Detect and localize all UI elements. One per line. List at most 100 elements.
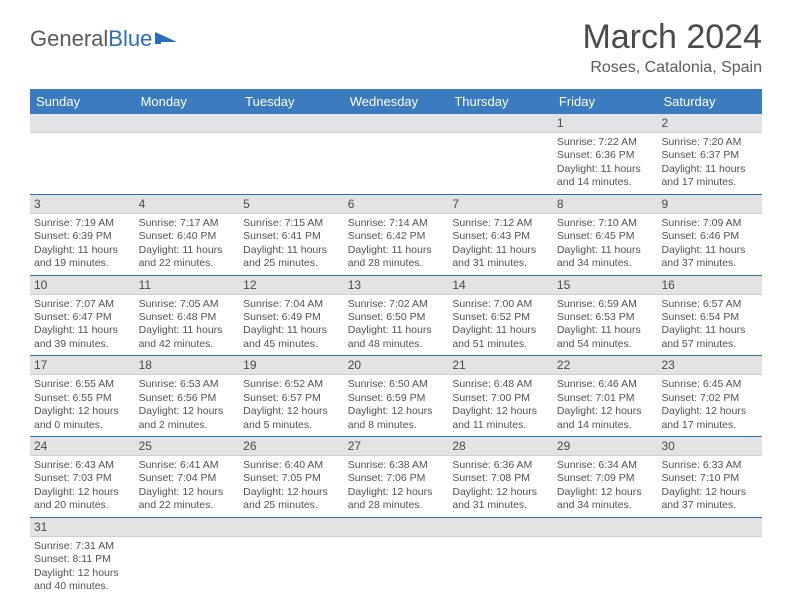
- day-sunset-text: Sunset: 7:05 PM: [243, 472, 340, 485]
- day-sunset-text: Sunset: 6:41 PM: [243, 230, 340, 243]
- day-sunset-text: Sunset: 6:39 PM: [34, 230, 131, 243]
- calendar-day-cell: Sunrise: 6:46 AMSunset: 7:01 PMDaylight:…: [553, 375, 658, 436]
- day-sunrise-text: Sunrise: 7:17 AM: [139, 217, 236, 230]
- page-header: GeneralBlue March 2024 Roses, Catalonia,…: [0, 0, 792, 85]
- calendar-day-cell: Sunrise: 7:17 AMSunset: 6:40 PMDaylight:…: [135, 214, 240, 275]
- day-content-row: Sunrise: 7:19 AMSunset: 6:39 PMDaylight:…: [30, 214, 762, 276]
- day-sunset-text: Sunset: 7:02 PM: [661, 392, 758, 405]
- calendar-day-cell: [135, 537, 240, 598]
- day-number: 16: [657, 276, 762, 294]
- day-day2-text: and 22 minutes.: [139, 257, 236, 270]
- day-number: 15: [553, 276, 658, 294]
- day-number: 11: [135, 276, 240, 294]
- day-number: 1: [553, 114, 658, 132]
- brand-part2: Blue: [108, 26, 152, 52]
- day-day2-text: and 57 minutes.: [661, 338, 758, 351]
- day-number: 31: [30, 518, 135, 536]
- day-day1-text: Daylight: 12 hours: [452, 405, 549, 418]
- day-day1-text: Daylight: 11 hours: [139, 324, 236, 337]
- day-sunrise-text: Sunrise: 7:07 AM: [34, 298, 131, 311]
- day-sunrise-text: Sunrise: 7:22 AM: [557, 136, 654, 149]
- calendar-day-cell: Sunrise: 6:43 AMSunset: 7:03 PMDaylight:…: [30, 456, 135, 517]
- calendar-day-cell: Sunrise: 7:02 AMSunset: 6:50 PMDaylight:…: [344, 295, 449, 356]
- day-sunrise-text: Sunrise: 6:38 AM: [348, 459, 445, 472]
- day-sunset-text: Sunset: 6:46 PM: [661, 230, 758, 243]
- day-number: 22: [553, 356, 658, 374]
- day-number: [448, 518, 553, 536]
- day-number: 14: [448, 276, 553, 294]
- day-day2-text: and 22 minutes.: [139, 499, 236, 512]
- day-day2-text: and 11 minutes.: [452, 419, 549, 432]
- day-sunrise-text: Sunrise: 7:04 AM: [243, 298, 340, 311]
- calendar-week: 10111213141516Sunrise: 7:07 AMSunset: 6:…: [30, 276, 762, 357]
- calendar-day-cell: [553, 537, 658, 598]
- day-day1-text: Daylight: 12 hours: [139, 405, 236, 418]
- calendar-day-cell: [657, 537, 762, 598]
- day-number-row: 10111213141516: [30, 276, 762, 295]
- calendar-day-cell: Sunrise: 7:14 AMSunset: 6:42 PMDaylight:…: [344, 214, 449, 275]
- day-sunrise-text: Sunrise: 6:45 AM: [661, 378, 758, 391]
- calendar-day-cell: Sunrise: 6:45 AMSunset: 7:02 PMDaylight:…: [657, 375, 762, 436]
- day-number: 27: [344, 437, 449, 455]
- calendar-day-cell: [344, 537, 449, 598]
- day-day2-text: and 28 minutes.: [348, 257, 445, 270]
- day-number: [135, 518, 240, 536]
- day-number: 8: [553, 195, 658, 213]
- day-sunset-text: Sunset: 7:08 PM: [452, 472, 549, 485]
- day-number: 20: [344, 356, 449, 374]
- day-sunrise-text: Sunrise: 6:57 AM: [661, 298, 758, 311]
- weekday-sun: Sunday: [30, 89, 135, 114]
- day-sunset-text: Sunset: 6:37 PM: [661, 149, 758, 162]
- day-number: 13: [344, 276, 449, 294]
- day-sunrise-text: Sunrise: 7:14 AM: [348, 217, 445, 230]
- weekday-mon: Monday: [135, 89, 240, 114]
- day-day2-text: and 19 minutes.: [34, 257, 131, 270]
- day-number: 7: [448, 195, 553, 213]
- day-number: [135, 114, 240, 132]
- day-day1-text: Daylight: 12 hours: [661, 405, 758, 418]
- calendar-day-cell: Sunrise: 6:34 AMSunset: 7:09 PMDaylight:…: [553, 456, 658, 517]
- day-content-row: Sunrise: 6:43 AMSunset: 7:03 PMDaylight:…: [30, 456, 762, 518]
- brand-part1: General: [30, 26, 108, 52]
- day-day1-text: Daylight: 11 hours: [661, 324, 758, 337]
- calendar-day-cell: [344, 133, 449, 194]
- day-day1-text: Daylight: 12 hours: [34, 567, 131, 580]
- day-sunset-text: Sunset: 6:56 PM: [139, 392, 236, 405]
- day-sunrise-text: Sunrise: 7:20 AM: [661, 136, 758, 149]
- day-day2-text: and 20 minutes.: [34, 499, 131, 512]
- day-day1-text: Daylight: 11 hours: [452, 324, 549, 337]
- flag-icon: [155, 26, 179, 52]
- calendar-day-cell: Sunrise: 6:36 AMSunset: 7:08 PMDaylight:…: [448, 456, 553, 517]
- calendar-day-cell: Sunrise: 6:40 AMSunset: 7:05 PMDaylight:…: [239, 456, 344, 517]
- day-day2-text: and 37 minutes.: [661, 499, 758, 512]
- day-number: 6: [344, 195, 449, 213]
- day-number: 21: [448, 356, 553, 374]
- day-sunset-text: Sunset: 7:04 PM: [139, 472, 236, 485]
- day-sunset-text: Sunset: 6:45 PM: [557, 230, 654, 243]
- calendar-day-cell: Sunrise: 7:19 AMSunset: 6:39 PMDaylight:…: [30, 214, 135, 275]
- day-day2-text: and 42 minutes.: [139, 338, 236, 351]
- day-sunset-text: Sunset: 6:57 PM: [243, 392, 340, 405]
- calendar-day-cell: [239, 133, 344, 194]
- day-number: 3: [30, 195, 135, 213]
- calendar-day-cell: Sunrise: 7:07 AMSunset: 6:47 PMDaylight:…: [30, 295, 135, 356]
- calendar-week: 3456789Sunrise: 7:19 AMSunset: 6:39 PMDa…: [30, 195, 762, 276]
- calendar-day-cell: Sunrise: 7:05 AMSunset: 6:48 PMDaylight:…: [135, 295, 240, 356]
- day-number: [344, 114, 449, 132]
- day-day1-text: Daylight: 12 hours: [557, 405, 654, 418]
- day-number: [239, 114, 344, 132]
- day-sunrise-text: Sunrise: 6:55 AM: [34, 378, 131, 391]
- calendar-body: 12Sunrise: 7:22 AMSunset: 6:36 PMDayligh…: [30, 114, 762, 598]
- day-day2-text: and 17 minutes.: [661, 176, 758, 189]
- day-sunset-text: Sunset: 7:03 PM: [34, 472, 131, 485]
- calendar-week: 12Sunrise: 7:22 AMSunset: 6:36 PMDayligh…: [30, 114, 762, 195]
- day-content-row: Sunrise: 6:55 AMSunset: 6:55 PMDaylight:…: [30, 375, 762, 437]
- day-sunset-text: Sunset: 6:52 PM: [452, 311, 549, 324]
- calendar-day-cell: Sunrise: 7:20 AMSunset: 6:37 PMDaylight:…: [657, 133, 762, 194]
- day-sunset-text: Sunset: 6:54 PM: [661, 311, 758, 324]
- day-number-row: 3456789: [30, 195, 762, 214]
- day-sunrise-text: Sunrise: 7:19 AM: [34, 217, 131, 230]
- day-sunrise-text: Sunrise: 6:59 AM: [557, 298, 654, 311]
- day-day2-text: and 17 minutes.: [661, 419, 758, 432]
- calendar-day-cell: Sunrise: 7:00 AMSunset: 6:52 PMDaylight:…: [448, 295, 553, 356]
